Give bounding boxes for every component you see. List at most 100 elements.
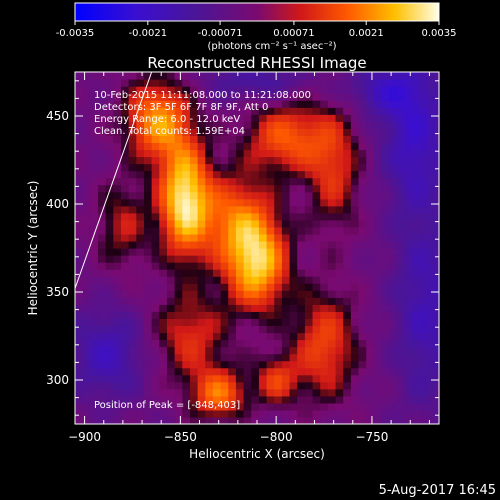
heatmap-cell <box>189 346 199 355</box>
heatmap-cell <box>358 311 367 319</box>
heatmap-cell <box>312 248 321 256</box>
heatmap-cell <box>389 177 398 186</box>
heatmap-cell <box>373 381 383 390</box>
heatmap-cell <box>166 304 176 312</box>
heatmap-cell <box>97 255 107 263</box>
heatmap-cell <box>90 269 99 277</box>
heatmap-cell <box>389 395 398 404</box>
heatmap-cell <box>166 191 176 200</box>
heatmap-cell <box>343 276 352 284</box>
heatmap-cell <box>427 318 436 327</box>
heatmap-cell <box>82 121 91 129</box>
heatmap-cell <box>120 311 130 319</box>
heatmap-cell <box>419 79 429 87</box>
heatmap-cell <box>97 381 107 390</box>
heatmap-cell <box>205 93 214 101</box>
heatmap-cell <box>297 128 306 136</box>
heatmap-cell <box>350 318 360 327</box>
heatmap-cell <box>105 346 114 355</box>
heatmap-cell <box>274 388 283 397</box>
heatmap-cell <box>312 304 321 312</box>
heatmap-cell <box>389 219 398 228</box>
heatmap-cell <box>243 93 252 101</box>
heatmap-cell <box>412 128 421 136</box>
heatmap-cell <box>281 297 291 305</box>
heatmap-cell <box>350 205 360 214</box>
heatmap-cell <box>251 114 260 122</box>
heatmap-cell <box>82 269 91 277</box>
heatmap-cell <box>113 72 122 80</box>
heatmap-cell <box>105 311 114 319</box>
heatmap-cell <box>251 100 260 108</box>
heatmap-cell <box>435 226 439 235</box>
heatmap-cell <box>281 248 291 256</box>
heatmap-cell <box>435 409 439 418</box>
heatmap-cell <box>159 184 168 193</box>
heatmap-cell <box>105 205 114 214</box>
heatmap-cell <box>166 297 176 305</box>
heatmap-cell <box>297 353 306 362</box>
heatmap-cell <box>381 142 390 151</box>
heatmap-cell <box>327 346 337 355</box>
heatmap-cell <box>312 395 321 404</box>
heatmap-cell <box>228 72 237 80</box>
heatmap-cell <box>412 381 421 390</box>
heatmap-cell <box>143 248 153 256</box>
heatmap-cell <box>258 226 268 235</box>
heatmap-cell <box>320 290 329 298</box>
heatmap-cell <box>404 135 413 143</box>
heatmap-cell <box>350 191 360 200</box>
heatmap-cell <box>274 325 283 334</box>
heatmap-cell <box>350 332 360 341</box>
heatmap-cell <box>327 156 337 165</box>
heatmap-cell <box>266 388 275 397</box>
heatmap-cell <box>366 395 375 404</box>
heatmap-cell <box>297 388 306 397</box>
heatmap-cell <box>113 212 122 221</box>
heatmap-cell <box>366 283 375 291</box>
heatmap-cell <box>136 93 145 101</box>
heatmap-cell <box>75 304 84 312</box>
heatmap-cell <box>151 402 160 411</box>
heatmap-cell <box>182 290 191 298</box>
heatmap-cell <box>274 304 283 312</box>
heatmap-cell <box>75 184 84 193</box>
heatmap-cell <box>197 135 206 143</box>
heatmap-cell <box>396 381 406 390</box>
heatmap-cell <box>389 170 398 179</box>
heatmap-cell <box>120 233 130 242</box>
heatmap-cell <box>136 226 145 235</box>
heatmap-cell <box>151 353 160 362</box>
heatmap-cell <box>435 255 439 263</box>
heatmap-cell <box>205 318 214 327</box>
heatmap-cell <box>151 304 160 312</box>
heatmap-cell <box>320 72 329 80</box>
heatmap-cell <box>220 212 229 221</box>
heatmap-cell <box>266 219 275 228</box>
heatmap-cell <box>174 240 183 249</box>
heatmap-cell <box>243 212 252 221</box>
heatmap-cell <box>212 304 222 312</box>
heatmap-cell <box>396 318 406 327</box>
heatmap-cell <box>120 248 130 256</box>
heatmap-cell <box>189 304 199 312</box>
heatmap-cell <box>389 388 398 397</box>
heatmap-cell <box>373 135 383 143</box>
heatmap-cell <box>412 339 421 348</box>
heatmap-cell <box>373 156 383 165</box>
heatmap-cell <box>228 163 237 172</box>
heatmap-cell <box>97 191 107 200</box>
heatmap-cell <box>327 212 337 221</box>
heatmap-cell <box>151 416 160 424</box>
heatmap-cell <box>327 304 337 312</box>
heatmap-cell <box>281 219 291 228</box>
heatmap-cell <box>389 233 398 242</box>
heatmap-cell <box>412 353 421 362</box>
heatmap-cell <box>251 121 260 129</box>
heatmap-cell <box>120 346 130 355</box>
heatmap-cell <box>82 388 91 397</box>
heatmap-cell <box>143 339 153 348</box>
heatmap-cell <box>143 142 153 151</box>
heatmap-cell <box>82 170 91 179</box>
heatmap-cell <box>396 149 406 158</box>
